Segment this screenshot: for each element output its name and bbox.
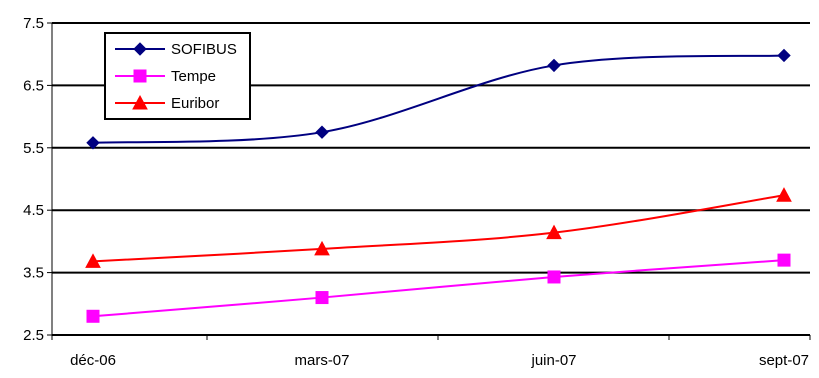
legend-marker-sofibus (133, 42, 147, 56)
legend: SOFIBUS Tempe Euribor (104, 32, 251, 120)
y-tick-label: 5.5 (23, 140, 44, 157)
y-tick-label: 2.5 (23, 327, 44, 344)
x-tick-label: juin-07 (530, 352, 576, 369)
data-point-tempe (777, 253, 791, 267)
series-group (85, 48, 792, 323)
legend-label-euribor: Euribor (171, 95, 219, 112)
series-line-euribor (92, 194, 785, 263)
x-tick-label: mars-07 (294, 352, 349, 369)
data-point-euribor (776, 187, 792, 202)
x-tick-label: déc-06 (70, 352, 116, 369)
series-line-sofibus (92, 54, 785, 144)
data-point-sofibus (547, 58, 561, 73)
y-tick-label: 3.5 (23, 265, 44, 282)
data-point-euribor (85, 253, 101, 268)
series-line-tempe (92, 259, 785, 318)
axes: 2.5 3.5 4.5 5.5 6.5 7.5 déc-06 mars-07 juin-07 se… (23, 15, 811, 369)
legend-marker-tempe (133, 69, 147, 83)
data-point-euribor (546, 224, 562, 240)
data-point-sofibus (86, 136, 100, 150)
data-point-sofibus (315, 125, 329, 139)
y-tick-label: 6.5 (23, 77, 44, 94)
data-point-tempe (547, 270, 561, 284)
legend-label-sofibus: SOFIBUS (171, 41, 237, 58)
y-tick-label: 7.5 (23, 15, 44, 32)
data-point-euribor (314, 240, 330, 256)
data-point-sofibus (777, 48, 791, 63)
legend-label-tempe: Tempe (171, 68, 216, 85)
legend-marker-euribor (132, 94, 148, 110)
data-point-tempe (86, 309, 100, 323)
x-tick-label: sept-07 (759, 352, 809, 369)
data-point-tempe (315, 291, 329, 305)
y-tick-label: 4.5 (23, 202, 44, 219)
